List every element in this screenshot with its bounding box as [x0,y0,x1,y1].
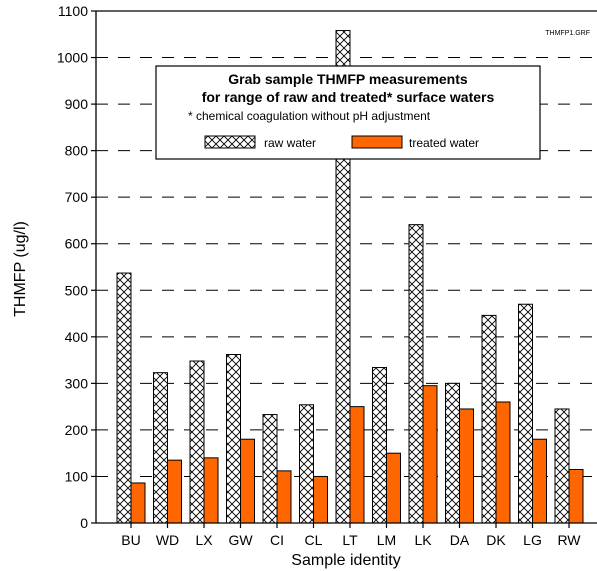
y-tick-label-700: 700 [65,189,89,205]
bar-raw-LK [408,224,424,524]
y-axis-label: THMFP (ug/l) [12,221,29,317]
y-tick-label-100: 100 [65,468,89,484]
y-tick-label-400: 400 [65,329,89,345]
x-ticks-group: BU WD LX GW CI CL LT LM LK DA DK LG RW [121,523,581,548]
x-axis-label: Sample identity [291,552,400,569]
x-tick-label-DK: DK [486,532,506,548]
bar-treated-LM [386,452,401,524]
axes-group [95,10,597,524]
x-tick-label-LT: LT [342,532,358,548]
bar-raw-LM [372,367,387,524]
bar-treated-GW [240,438,255,524]
bar-treated-RW [568,468,584,524]
y-tick-label-1100: 1100 [58,3,88,19]
x-tick-label-LX: LX [195,532,213,548]
bar-treated-BU [130,482,146,524]
bar-raw-DK [481,314,497,524]
x-tick-label-BU: BU [121,532,140,548]
legend-label-treated: treated water [409,136,479,150]
bar-treated-DA [459,408,474,524]
bar-treated-LK [422,385,438,524]
bar-raw-CL [299,404,314,524]
x-tick-label-LM: LM [377,532,396,548]
chart-title: Grab sample THMFP measurements [228,71,468,87]
bar-raw-WD [153,372,168,524]
y-tick-label-0: 0 [80,515,88,531]
bar-treated-CI [276,470,292,524]
bar-treated-DK [495,401,511,524]
x-tick-label-DA: DA [450,532,470,548]
bars-group [116,30,584,524]
bar-raw-BU [116,272,132,524]
bar-raw-LG [518,303,533,524]
legend-box: Grab sample THMFP measurements for range… [155,65,541,160]
y-tick-label-600: 600 [65,236,89,252]
bar-treated-CL [313,475,328,524]
bar-raw-LX [189,360,205,524]
bar-treated-LX [203,457,219,524]
legend-swatch-treated [351,135,403,149]
x-tick-label-RW: RW [557,532,581,548]
y-tick-label-200: 200 [65,422,89,438]
x-tick-label-LK: LK [414,532,432,548]
bar-raw-DA [445,382,460,524]
bar-treated-LG [532,438,547,524]
bar-treated-WD [167,459,182,524]
x-tick-label-CI: CI [270,532,284,548]
bar-raw-RW [554,408,570,524]
legend-swatch-raw [204,135,256,149]
file-tag: THMFP1.GRF [545,30,590,37]
y-tick-label-900: 900 [65,96,89,112]
x-tick-label-LG: LG [523,532,542,548]
chart-subtitle: for range of raw and treated* surface wa… [202,89,495,105]
x-tick-label-GW: GW [228,532,253,548]
x-tick-label-CL: CL [305,532,323,548]
y-tick-label-1000: 1000 [57,50,88,66]
y-tick-label-300: 300 [65,375,89,391]
chart-note: * chemical coagulation without pH adjust… [188,109,431,123]
bar-treated-LT [349,406,365,524]
y-tick-label-500: 500 [65,282,89,298]
y-ticks-group: 0 100 200 300 400 500 600 700 800 900 1000 1100 [57,3,96,531]
bar-raw-GW [226,354,241,524]
bar-raw-CI [262,414,278,524]
y-tick-label-800: 800 [65,143,89,159]
legend-label-raw: raw water [264,136,316,150]
x-tick-label-WD: WD [156,532,179,548]
